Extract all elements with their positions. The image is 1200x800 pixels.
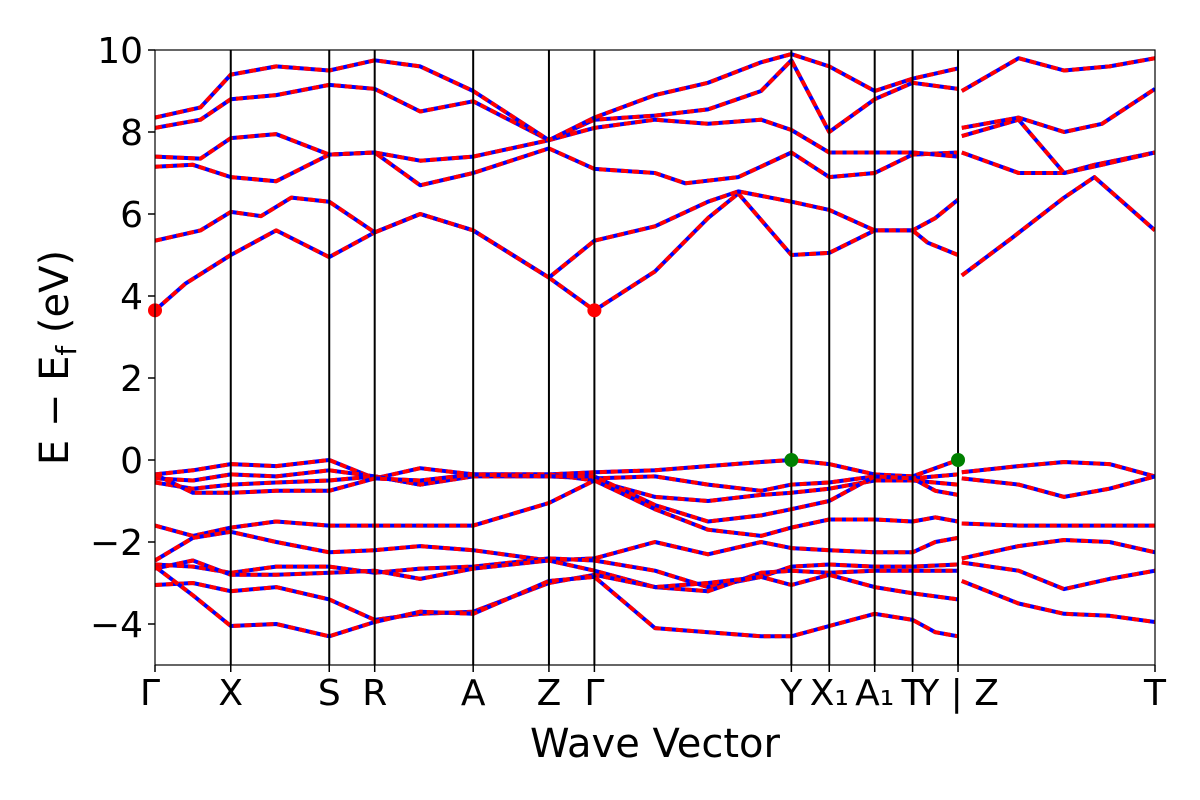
band-line-spin-down xyxy=(961,474,1155,499)
band-v2b xyxy=(961,474,1155,499)
band-v8 xyxy=(155,558,958,594)
y-tick-label: 4 xyxy=(120,277,143,318)
x-axis-label: Wave Vector xyxy=(530,721,781,767)
band-line-spin-up xyxy=(961,579,1155,624)
y-axis-label-unit: (eV) xyxy=(32,250,78,346)
x-tick-label: Y xyxy=(779,673,803,714)
band-line-spin-up xyxy=(155,558,958,594)
band-line-spin-down xyxy=(960,175,1155,278)
band-line-spin-up xyxy=(155,191,959,313)
band-v6 xyxy=(155,529,959,563)
band-v6b xyxy=(961,538,1155,561)
band-line-spin-down xyxy=(155,529,959,563)
band-line-spin-down xyxy=(961,538,1155,561)
band-line-spin-up xyxy=(961,474,1155,499)
band-line-spin-up xyxy=(155,458,959,481)
band-v1 xyxy=(155,458,959,481)
band-c4 xyxy=(155,117,959,163)
x-tick-label: A₁ xyxy=(855,673,894,714)
x-tick-label: X₁ xyxy=(810,673,849,714)
x-tick-label: S xyxy=(318,673,341,714)
y-tick-label: −4 xyxy=(90,605,143,646)
band-v7b xyxy=(961,560,1155,592)
x-tick-label: R xyxy=(362,673,387,714)
band-c4b xyxy=(961,117,1155,175)
band-v9b xyxy=(961,579,1155,624)
band-c3 xyxy=(155,146,959,188)
band-line-spin-up xyxy=(961,460,1155,479)
x-tick-label: Γ xyxy=(140,673,160,714)
band-c3b xyxy=(961,150,1155,175)
band-v7 xyxy=(155,556,959,590)
band-line-spin-up xyxy=(961,117,1155,175)
band-line-spin-up xyxy=(960,56,1155,93)
vbm-marker xyxy=(951,453,966,467)
band-c2 xyxy=(155,189,960,280)
y-tick-label: −2 xyxy=(90,523,143,564)
x-tick-label: Y | Z xyxy=(916,673,999,714)
band-line-spin-up xyxy=(961,538,1155,561)
y-axis-label-main: E − E xyxy=(32,356,78,466)
band-c1 xyxy=(155,191,959,313)
x-tick-label: Z xyxy=(537,673,562,714)
band-line-spin-up xyxy=(961,87,1155,134)
band-line-spin-up xyxy=(961,560,1155,592)
band-v1b xyxy=(961,460,1155,479)
band-c6 xyxy=(155,52,959,143)
extrema-markers xyxy=(148,303,966,467)
band-line-spin-down xyxy=(961,87,1155,134)
band-line-spin-down xyxy=(961,150,1155,175)
band-c1b xyxy=(960,175,1155,278)
y-tick-label: 0 xyxy=(120,441,143,482)
band-line-spin-up xyxy=(155,52,959,143)
band-line-spin-up xyxy=(960,175,1155,278)
band-line-spin-up xyxy=(961,521,1155,528)
y-tick-label: 8 xyxy=(120,113,143,154)
band-line-spin-down xyxy=(155,191,959,313)
x-tick-label: T xyxy=(901,673,925,714)
band-line-spin-down xyxy=(155,189,960,280)
x-tick-label: X xyxy=(218,673,243,714)
x-tick-label: T xyxy=(1143,673,1167,714)
y-tick-label: 2 xyxy=(120,359,143,400)
y-tick-label: 6 xyxy=(120,195,143,236)
band-line-spin-up xyxy=(155,556,959,590)
bands-layer xyxy=(155,52,1155,639)
band-line-spin-up xyxy=(155,146,959,188)
vbm-marker xyxy=(784,453,799,467)
band-c6b xyxy=(960,56,1155,93)
x-tick-label: A xyxy=(461,673,486,714)
y-ticks: −4 −2 0 2 4 6 8 10 xyxy=(90,31,155,646)
y-axis-label: E − Ef (eV) xyxy=(32,250,83,465)
band-line-spin-up xyxy=(155,117,959,163)
x-tick-label: Γ xyxy=(584,673,604,714)
plot-frame xyxy=(154,49,1156,666)
band-c5b xyxy=(961,87,1155,134)
band-line-spin-up xyxy=(155,529,959,563)
y-tick-label: 10 xyxy=(97,31,143,72)
cbm-marker xyxy=(587,303,602,318)
band-v5b xyxy=(961,521,1155,528)
y-axis-label-sub: f xyxy=(50,345,83,356)
band-line-spin-up xyxy=(155,189,960,280)
kpoint-lines xyxy=(229,50,960,665)
